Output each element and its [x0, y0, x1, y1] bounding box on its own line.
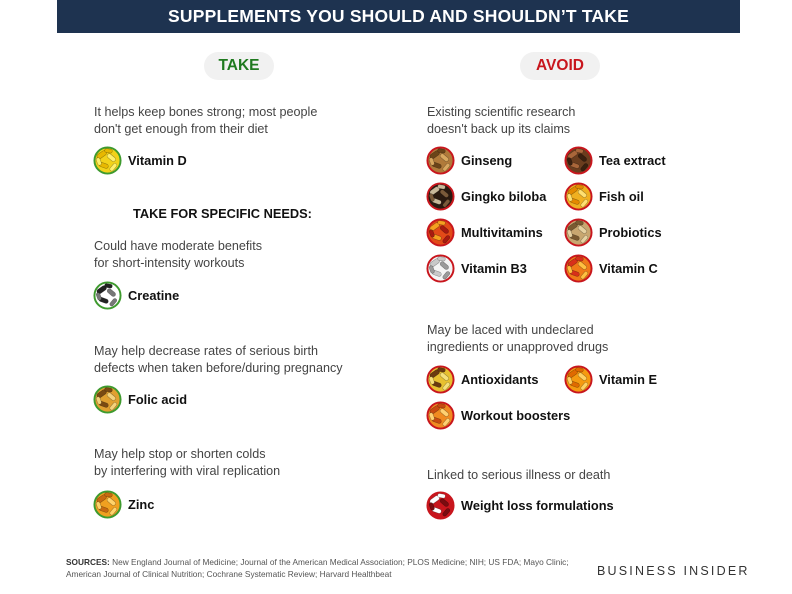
take-general-desc: It helps keep bones strong; most people … [94, 105, 318, 136]
avoid-item-fish-oil: Fish oil [564, 181, 644, 211]
probiotics-icon [564, 217, 593, 247]
pill-circle-graphic [93, 384, 122, 414]
take-zinc-desc: May help stop or shorten colds by interf… [94, 447, 281, 478]
capsule-bw-icon [93, 280, 122, 310]
vitamin-c-icon [564, 253, 593, 283]
pill-circle-graphic [564, 253, 593, 283]
pill-circle-graphic [93, 145, 122, 175]
take-item-creatine: Creatine [93, 280, 179, 310]
pill-circle-graphic [426, 145, 455, 175]
pill-circle-graphic [564, 181, 593, 211]
avoid-item-ginseng: Ginseng [426, 145, 512, 175]
take-item-vitamin-d: Vitamin D [93, 145, 187, 175]
gingko-icon [426, 181, 455, 211]
pill-circle-graphic [426, 253, 455, 283]
take-heading: TAKE [204, 52, 274, 80]
brand-logo: BUSINESS INSIDER [597, 564, 750, 578]
pill-circle-graphic [426, 490, 455, 520]
title-banner: SUPPLEMENTS YOU SHOULD AND SHOULDN’T TAK… [57, 0, 740, 33]
capsule-orange-icon [93, 489, 122, 519]
avoid-item-weight-loss: Weight loss formulations [426, 490, 614, 520]
pill-circle-graphic [426, 217, 455, 247]
avoid-item-gingko-biloba: Gingko biloba [426, 181, 546, 211]
avoid-item-vitamin-e: Vitamin E [564, 364, 657, 394]
pill-circle-graphic [93, 489, 122, 519]
pill-circle-graphic [564, 364, 593, 394]
weight-loss-icon [426, 490, 455, 520]
take-item-zinc: Zinc [93, 489, 154, 519]
pill-circle-graphic [426, 364, 455, 394]
pill-circle-graphic [93, 280, 122, 310]
avoid-item-vitamin-b3: Vitamin B3 [426, 253, 527, 283]
take-specific-heading: TAKE FOR SPECIFIC NEEDS: [133, 206, 312, 221]
avoid-item-multivitamins: Multivitamins [426, 217, 543, 247]
page-title: SUPPLEMENTS YOU SHOULD AND SHOULDN’T TAK… [168, 6, 629, 26]
avoid-item-tea-extract: Tea extract [564, 145, 666, 175]
fish-oil-icon [564, 181, 593, 211]
avoid-heading: AVOID [520, 52, 600, 80]
sources-note: SOURCES: New England Journal of Medicine… [66, 556, 576, 580]
take-folic-desc: May help decrease rates of serious birth… [94, 344, 343, 375]
avoid-illness-desc: Linked to serious illness or death [427, 468, 611, 482]
tea-extract-icon [564, 145, 593, 175]
vitamin-e-icon [564, 364, 593, 394]
sources-label: SOURCES: [66, 557, 110, 567]
vitamin-b3-icon [426, 253, 455, 283]
antioxidants-icon [426, 364, 455, 394]
tablet-icon [93, 384, 122, 414]
capsule-yellow-icon [93, 145, 122, 175]
avoid-item-antioxidants: Antioxidants [426, 364, 539, 394]
avoid-item-probiotics: Probiotics [564, 217, 662, 247]
take-item-folic-acid: Folic acid [93, 384, 187, 414]
workout-boosters-icon [426, 400, 455, 430]
pill-circle-graphic [564, 217, 593, 247]
pill-circle-graphic [426, 181, 455, 211]
avoid-item-workout-boosters: Workout boosters [426, 400, 570, 430]
take-creatine-desc: Could have moderate benefits for short-i… [94, 239, 263, 270]
ginseng-icon [426, 145, 455, 175]
pill-circle-graphic [564, 145, 593, 175]
avoid-item-vitamin-c: Vitamin C [564, 253, 658, 283]
avoid-laced-desc: May be laced with undeclared ingredients… [427, 323, 609, 354]
pill-circle-graphic [426, 400, 455, 430]
avoid-research-desc: Existing scientific research doesn't bac… [427, 105, 576, 136]
multivitamin-icon [426, 217, 455, 247]
sources-text: New England Journal of Medicine; Journal… [66, 557, 569, 579]
